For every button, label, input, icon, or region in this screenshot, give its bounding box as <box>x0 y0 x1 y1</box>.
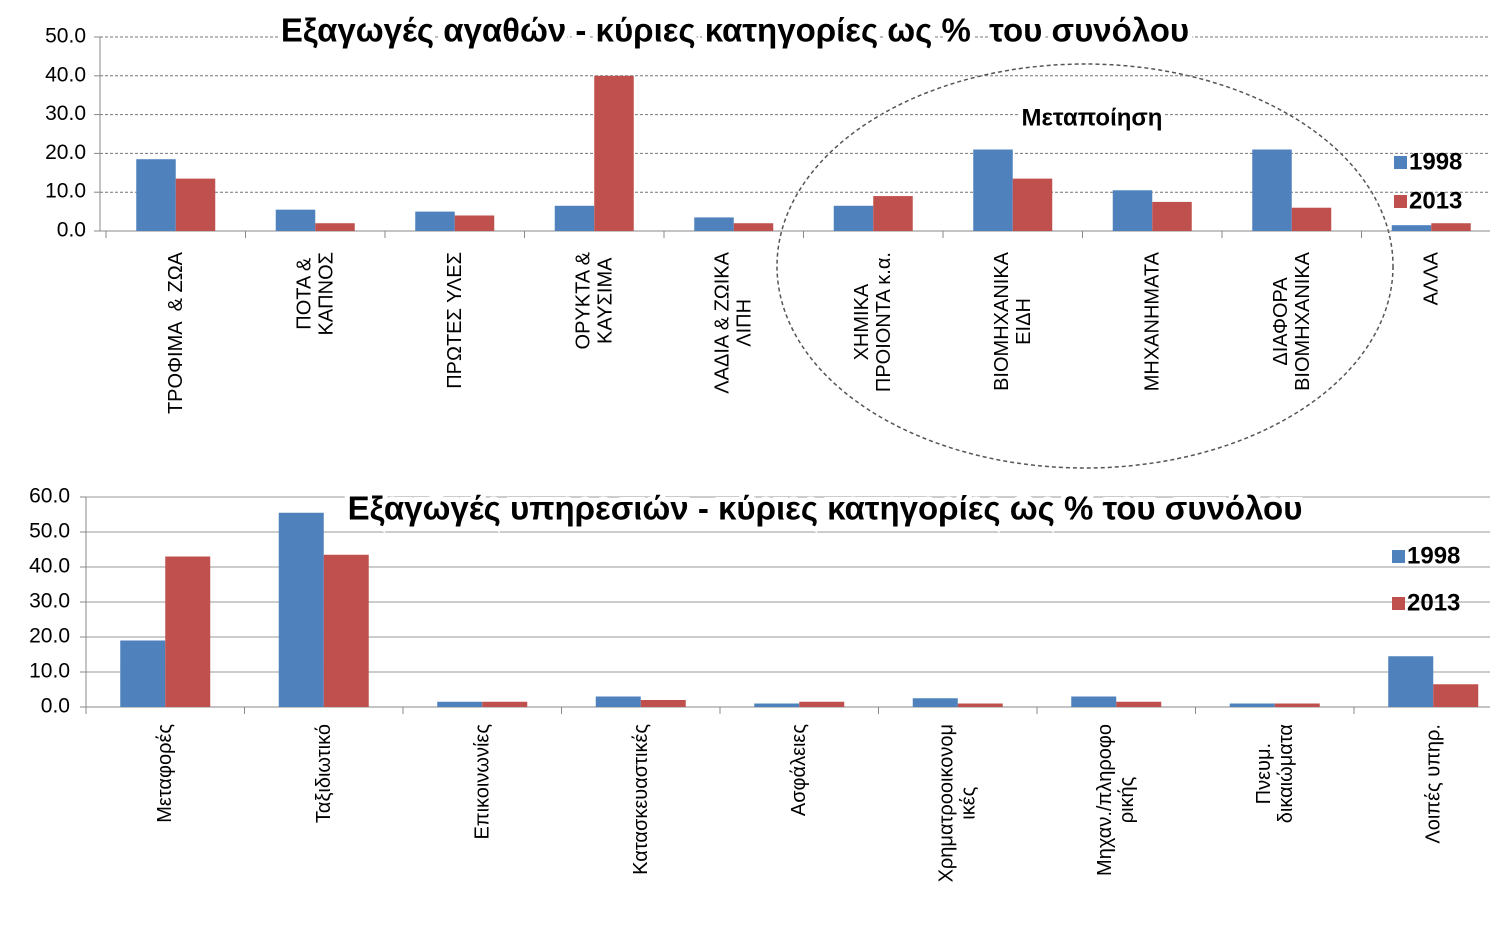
bar <box>957 703 1003 707</box>
bar <box>482 701 528 707</box>
legend-label: 2013 <box>1407 589 1460 616</box>
y-tick-label: 0.0 <box>57 219 86 242</box>
x-tick-label: ΜΗΧΑΝΗΜΑΤΑ <box>1141 252 1164 392</box>
bar <box>1112 190 1153 231</box>
x-tick-label: Χρηματροοικονομ ικές <box>935 724 980 883</box>
x-tick-label: Πνευμ. δικαιώματα <box>1252 724 1297 824</box>
y-tick-label: 20.0 <box>45 141 86 164</box>
bar <box>1274 703 1320 707</box>
x-tick-label: ΟΡΥΚΤΑ & ΚΑΥΣΙΜΑ <box>572 252 617 350</box>
y-tick-label: 0.0 <box>41 695 70 718</box>
y-tick-label: 20.0 <box>29 625 70 648</box>
legend-swatch <box>1394 156 1407 169</box>
annotation: Μεταποίηση <box>1022 104 1163 131</box>
y-tick-label: 10.0 <box>29 660 70 683</box>
x-tick-label: ΤΡΟΦΙΜΑ & ΖΩΑ <box>164 252 187 415</box>
x-tick-label: Μηχαν./πληροφο ρικής <box>1094 724 1139 876</box>
bar <box>1229 703 1275 707</box>
x-tick-label: ΔΙΑΦΟΡΑ ΒΙΟΜΗΧΑΝΙΚΑ <box>1269 252 1314 391</box>
legend-label: 2013 <box>1409 187 1462 214</box>
bar <box>275 209 316 231</box>
bar <box>136 159 176 231</box>
bar <box>415 211 455 231</box>
legend-swatch <box>1392 597 1405 610</box>
bar <box>1433 684 1479 707</box>
bar <box>323 554 369 707</box>
bar <box>694 217 734 231</box>
bar <box>554 205 595 231</box>
bar <box>973 149 1013 231</box>
y-tick-label: 40.0 <box>45 63 86 86</box>
manufacturing-ellipse <box>776 63 1394 469</box>
bar <box>733 223 774 231</box>
bar <box>165 556 211 707</box>
chart-title: Εξαγωγές αγαθών - κύριες κατηγορίες ως %… <box>281 12 1189 49</box>
bar <box>594 75 634 231</box>
legend-swatch <box>1394 195 1407 208</box>
bar <box>1252 149 1292 231</box>
chart-title: Εξαγωγές υπηρεσιών - κύριες κατηγορίες ω… <box>348 490 1303 527</box>
x-tick-label: Ταξιδιωτικό <box>312 724 335 824</box>
x-tick-label: ΠΟΤΑ & ΚΑΠΝΟΣ <box>293 252 338 336</box>
bar <box>1391 225 1432 231</box>
y-tick-label: 50.0 <box>45 25 86 48</box>
x-tick-label: Επικοινωνίες <box>471 724 494 840</box>
bar <box>1152 201 1192 231</box>
bar <box>1431 223 1471 231</box>
x-tick-label: Λοιπές υπηρ. <box>1422 724 1445 844</box>
bar <box>120 640 166 707</box>
bar <box>873 196 913 231</box>
bar <box>799 701 845 707</box>
x-tick-label: ΑΛΛΑ <box>1420 252 1443 306</box>
bar <box>912 698 958 707</box>
x-tick-label: ΛΑΔΙΑ & ΖΩΙΚΑ ΛΙΠΗ <box>711 252 756 394</box>
y-tick-label: 10.0 <box>45 180 86 203</box>
bar <box>175 178 216 231</box>
y-tick-label: 50.0 <box>29 520 70 543</box>
legend-swatch <box>1392 550 1405 563</box>
bar <box>1116 701 1162 707</box>
bar <box>454 215 495 231</box>
x-tick-label: ΧΗΜΙΚΑ ΠΡΟΙΟΝΤΑ κ.α. <box>851 252 896 393</box>
bar <box>437 701 483 707</box>
legend-label: 1998 <box>1407 542 1460 569</box>
x-tick-label: Μεταφορές <box>154 724 177 823</box>
y-tick-label: 30.0 <box>29 590 70 613</box>
bar <box>640 700 686 707</box>
bar <box>315 223 355 231</box>
bar <box>1291 207 1332 231</box>
bar <box>1071 696 1117 707</box>
legend-label: 1998 <box>1409 148 1462 175</box>
y-tick-label: 40.0 <box>29 555 70 578</box>
bar <box>1012 178 1053 231</box>
y-tick-label: 60.0 <box>29 485 70 508</box>
bar <box>1388 656 1434 707</box>
x-tick-label: ΠΡΩΤΕΣ ΥΛΕΣ <box>443 252 466 389</box>
x-tick-label: ΒΙΟΜΗΧΑΝΙΚΑ ΕΙΔΗ <box>990 252 1035 391</box>
bar <box>754 703 800 707</box>
bar <box>278 512 324 707</box>
y-tick-label: 30.0 <box>45 102 86 125</box>
x-tick-label: Ασφάλειες <box>788 724 811 817</box>
x-tick-label: Κατασκευαστικές <box>629 724 652 875</box>
bar <box>833 205 874 231</box>
bar <box>595 696 641 707</box>
